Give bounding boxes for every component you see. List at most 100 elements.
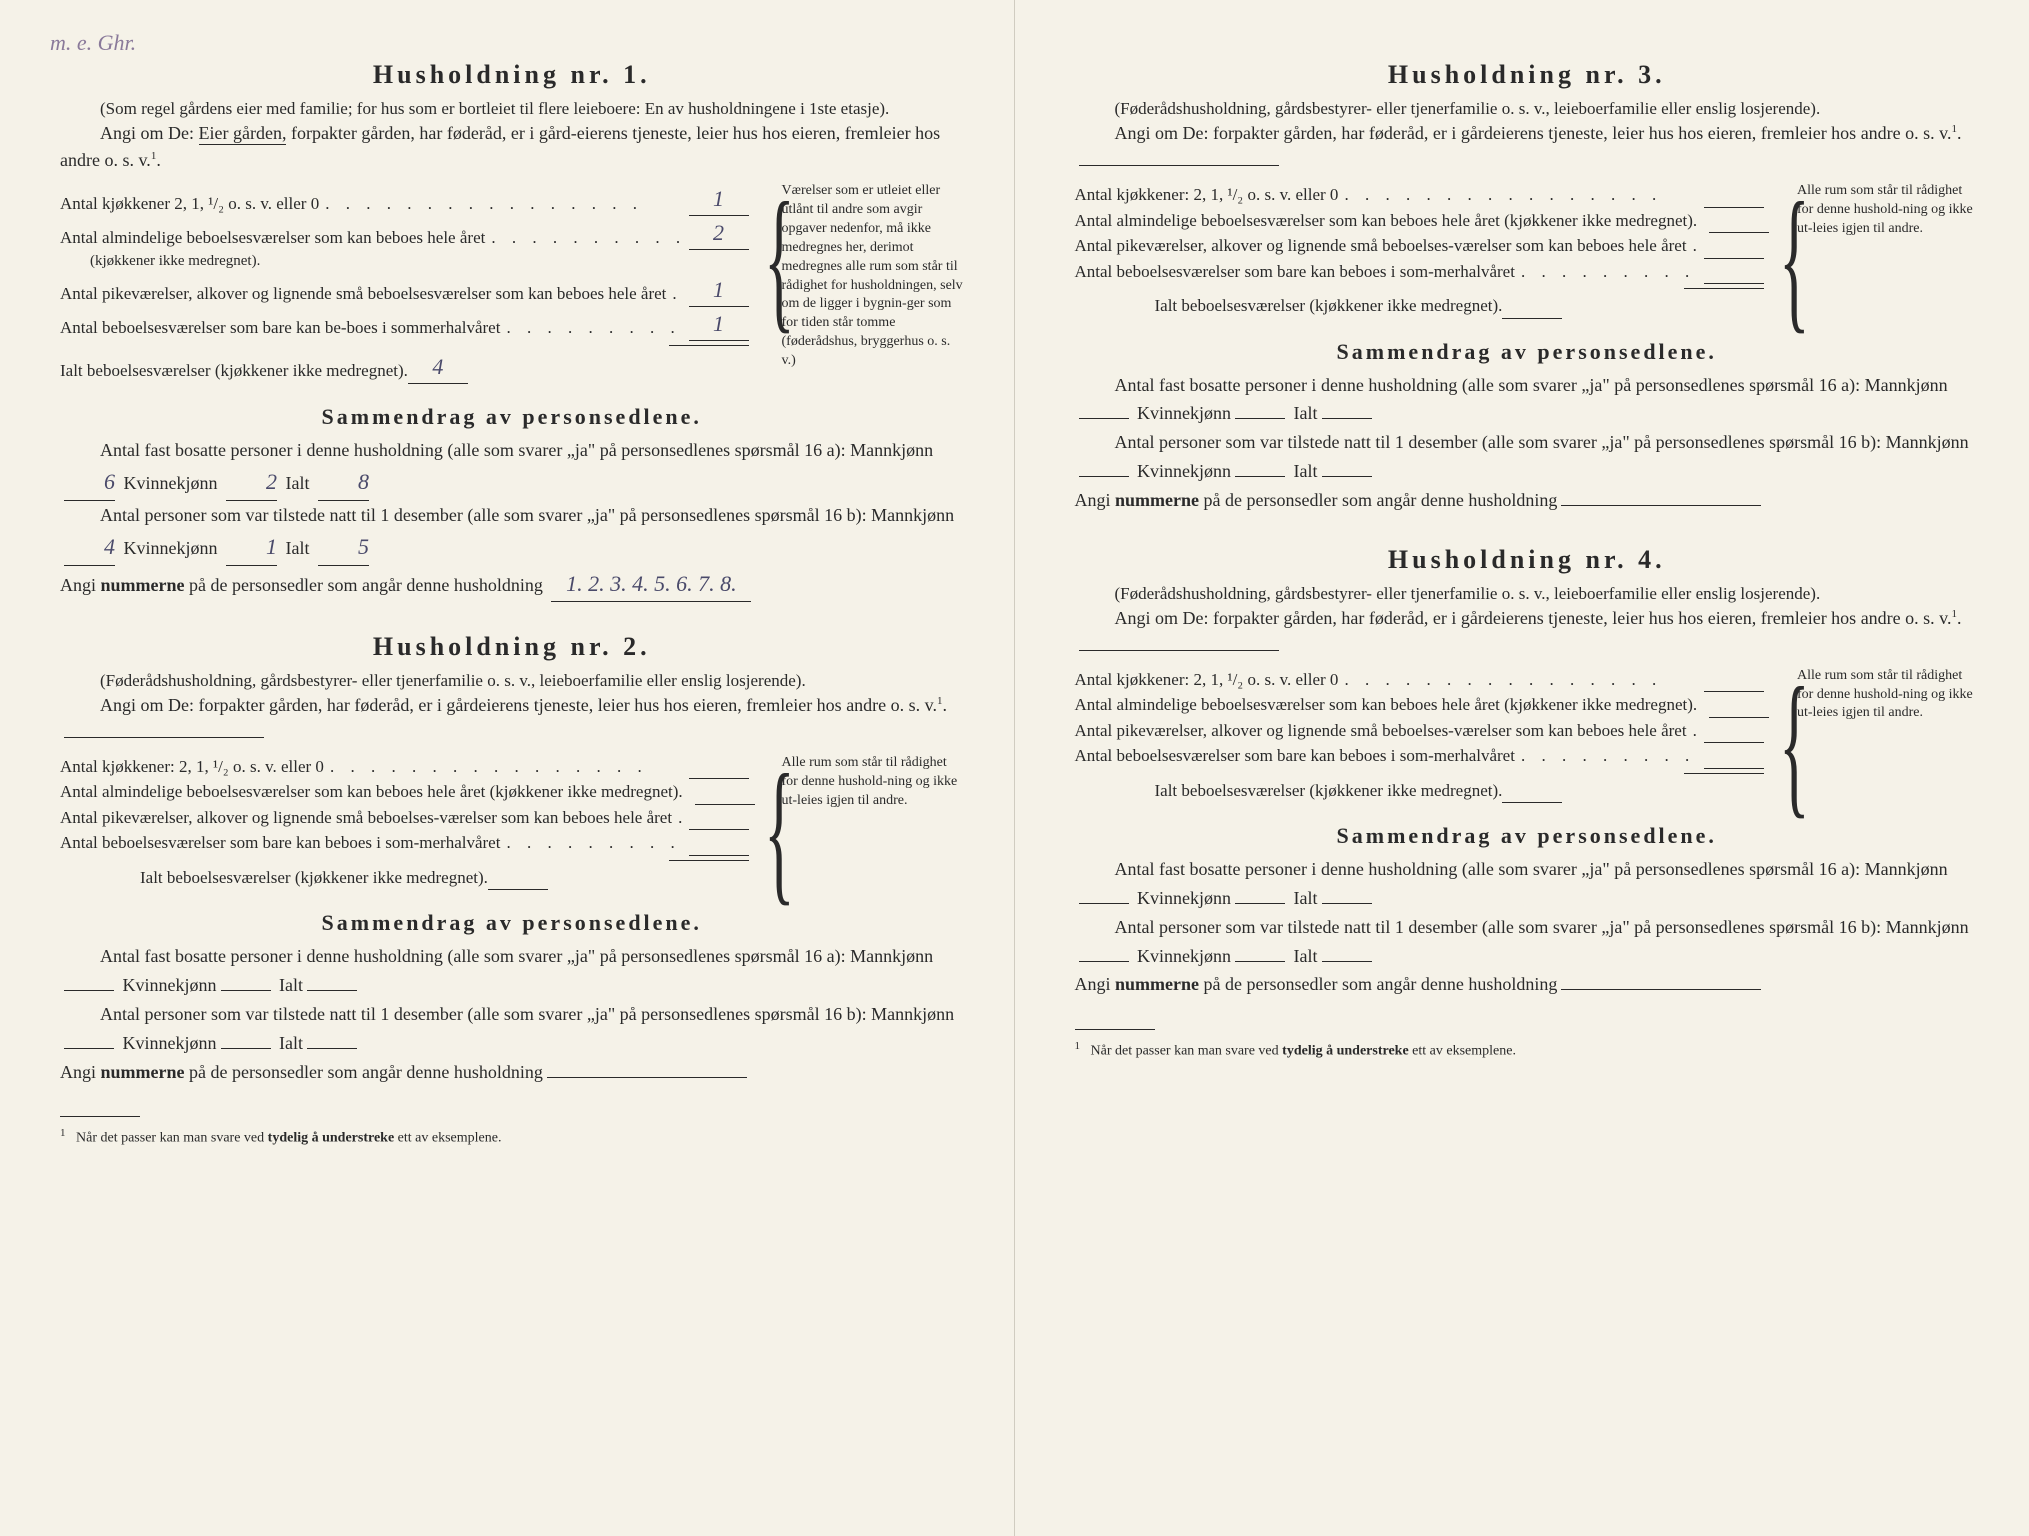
num-value [1561, 989, 1761, 990]
footnote-text-2: ett av eksemplene. [398, 1131, 502, 1146]
angi-text: Angi om De: forpakter gården, har føderå… [100, 695, 937, 715]
s1-text: Antal fast bosatte personer i denne hush… [1115, 375, 1948, 395]
num-suffix: på de personsedler som angår denne husho… [1199, 974, 1557, 994]
curly-brace-icon: { [764, 182, 795, 384]
row-value [1709, 232, 1769, 233]
s1-male: 6 [64, 464, 115, 500]
row-dots [678, 805, 682, 825]
row-dots [1521, 743, 1698, 763]
row-value [1704, 258, 1764, 259]
household-1-angi: Angi om De: Eier gården, forpakter gårde… [60, 120, 964, 174]
s2-text: Antal personer som var tilstede natt til… [1115, 917, 1969, 937]
num-bold: nummerne [1115, 490, 1199, 510]
questions-left: Antal kjøkkener: 2, 1, ¹/₂ o. s. v. elle… [1075, 182, 1765, 319]
household-2: Husholdning nr. 2. (Føderådshusholdning,… [60, 632, 964, 1087]
angi-sup: 1 [1952, 123, 1958, 135]
row-value [1704, 691, 1764, 692]
footnote-marker: 1 [60, 1127, 66, 1139]
ialt-label: Ialt [1289, 946, 1318, 966]
household-3: Husholdning nr. 3. (Føderådshusholdning,… [1075, 60, 1980, 515]
s2-female [221, 1048, 271, 1049]
row-label: Antal pikeværelser, alkover og lignende … [60, 281, 666, 307]
row-label: Antal beboelsesværelser som bare kan beb… [1075, 743, 1515, 769]
row-total: Ialt beboelsesværelser (kjøkkener ikke m… [60, 865, 749, 891]
row-label: Antal almindelige beboelsesværelser som … [60, 225, 485, 251]
angi-blank [64, 737, 264, 738]
kvinne-label: Kvinnekjønn [124, 538, 218, 558]
s2-female: 1 [226, 529, 277, 565]
row-maidrooms: Antal pikeværelser, alkover og lignende … [1075, 233, 1765, 259]
row-label: Ialt beboelsesværelser (kjøkkener ikke m… [60, 358, 408, 384]
row-value: 1 [689, 273, 749, 307]
row-total: Ialt beboelsesværelser (kjøkkener ikke m… [60, 350, 749, 384]
num-suffix: på de personsedler som angår denne husho… [1199, 490, 1557, 510]
divider [1684, 773, 1764, 774]
row-dots [1693, 718, 1698, 738]
row-label: Ialt beboelsesværelser (kjøkkener ikke m… [1155, 293, 1503, 319]
angi-sup: 1 [151, 150, 157, 162]
s2-male [64, 1048, 114, 1049]
s2-male [1079, 476, 1129, 477]
summary-16a: Antal fast bosatte personer i denne hush… [1075, 855, 1980, 913]
row-value [1502, 318, 1562, 319]
ialt-label: Ialt [275, 1033, 304, 1053]
household-4-questions: Antal kjøkkener: 2, 1, ¹/₂ o. s. v. elle… [1075, 667, 1980, 804]
row-dots [1344, 667, 1698, 687]
kvinne-label: Kvinnekjønn [1133, 403, 1232, 423]
row-maidrooms: Antal pikeværelser, alkover og lignende … [1075, 718, 1765, 744]
row-value [1709, 717, 1769, 718]
row-label: Antal pikeværelser, alkover og lignende … [1075, 233, 1687, 259]
s1-female [1235, 903, 1285, 904]
household-1-title: Husholdning nr. 1. [60, 60, 964, 90]
row-summerrooms: Antal beboelsesværelser som bare kan be-… [60, 307, 749, 341]
s2-female [1235, 961, 1285, 962]
footnote-text-1: Når det passer kan man svare ved [1091, 1044, 1283, 1059]
footnote-bold: tydelig å understreke [268, 1131, 395, 1146]
row-dots [1693, 233, 1698, 253]
row-label: Antal almindelige beboelsesværelser som … [1075, 692, 1698, 718]
household-2-subnote: (Føderådshusholdning, gårdsbestyrer- ell… [60, 670, 964, 692]
summary-16b: Antal personer som var tilstede natt til… [1075, 913, 1980, 971]
row-value: 2 [689, 216, 749, 250]
row-value: 4 [408, 350, 468, 384]
nummerne-line: Angi nummerne på de personsedler som ang… [1075, 486, 1980, 515]
s2-total: 5 [318, 529, 369, 565]
row-summerrooms: Antal beboelsesværelser som bare kan beb… [1075, 259, 1765, 285]
row-kitchens: Antal kjøkkener 2, 1, ¹/₂ o. s. v. eller… [60, 182, 749, 216]
ialt-label: Ialt [275, 975, 304, 995]
footnote-bold: tydelig å understreke [1282, 1044, 1409, 1059]
summary-16a: Antal fast bosatte personer i denne hush… [1075, 371, 1980, 429]
angi-sup: 1 [937, 695, 943, 707]
row-dots [506, 830, 682, 850]
s1-female [1235, 418, 1285, 419]
row-label: Antal beboelsesværelser som bare kan be-… [60, 315, 500, 341]
household-4-title: Husholdning nr. 4. [1075, 545, 1980, 575]
footnote: 1 Når det passer kan man svare ved tydel… [60, 1127, 964, 1147]
s2-female [1235, 476, 1285, 477]
row-label: Antal almindelige beboelsesværelser som … [1075, 208, 1698, 234]
row-rooms: Antal almindelige beboelsesværelser som … [60, 216, 749, 273]
household-2-questions: Antal kjøkkener: 2, 1, ¹/₂ o. s. v. elle… [60, 754, 964, 891]
angi-blank [1079, 650, 1279, 651]
row-rooms: Antal almindelige beboelsesværelser som … [60, 779, 749, 805]
ialt-label: Ialt [1289, 461, 1318, 481]
footnote-divider [60, 1116, 140, 1117]
row-value [689, 829, 749, 830]
divider [669, 860, 749, 861]
footnote-text-2: ett av eksemplene. [1412, 1044, 1516, 1059]
row-value [1704, 768, 1764, 769]
row-dots [672, 281, 682, 301]
household-3-questions: Antal kjøkkener: 2, 1, ¹/₂ o. s. v. elle… [1075, 182, 1980, 319]
row-value [1704, 283, 1764, 284]
right-page: Husholdning nr. 3. (Føderådshusholdning,… [1015, 0, 2029, 1536]
row-label: Antal kjøkkener: 2, 1, ¹/₂ o. s. v. elle… [1075, 667, 1339, 693]
row-label: Antal pikeværelser, alkover og lignende … [60, 805, 672, 831]
row-total: Ialt beboelsesværelser (kjøkkener ikke m… [1075, 293, 1765, 319]
kvinne-label: Kvinnekjønn [1133, 461, 1232, 481]
household-2-title: Husholdning nr. 2. [60, 632, 964, 662]
summary-title: Sammendrag av personsedlene. [60, 910, 964, 936]
row-value [488, 889, 548, 890]
footnote-divider [1075, 1029, 1155, 1030]
questions-left: Antal kjøkkener 2, 1, ¹/₂ o. s. v. eller… [60, 182, 749, 384]
row-value [1502, 802, 1562, 803]
